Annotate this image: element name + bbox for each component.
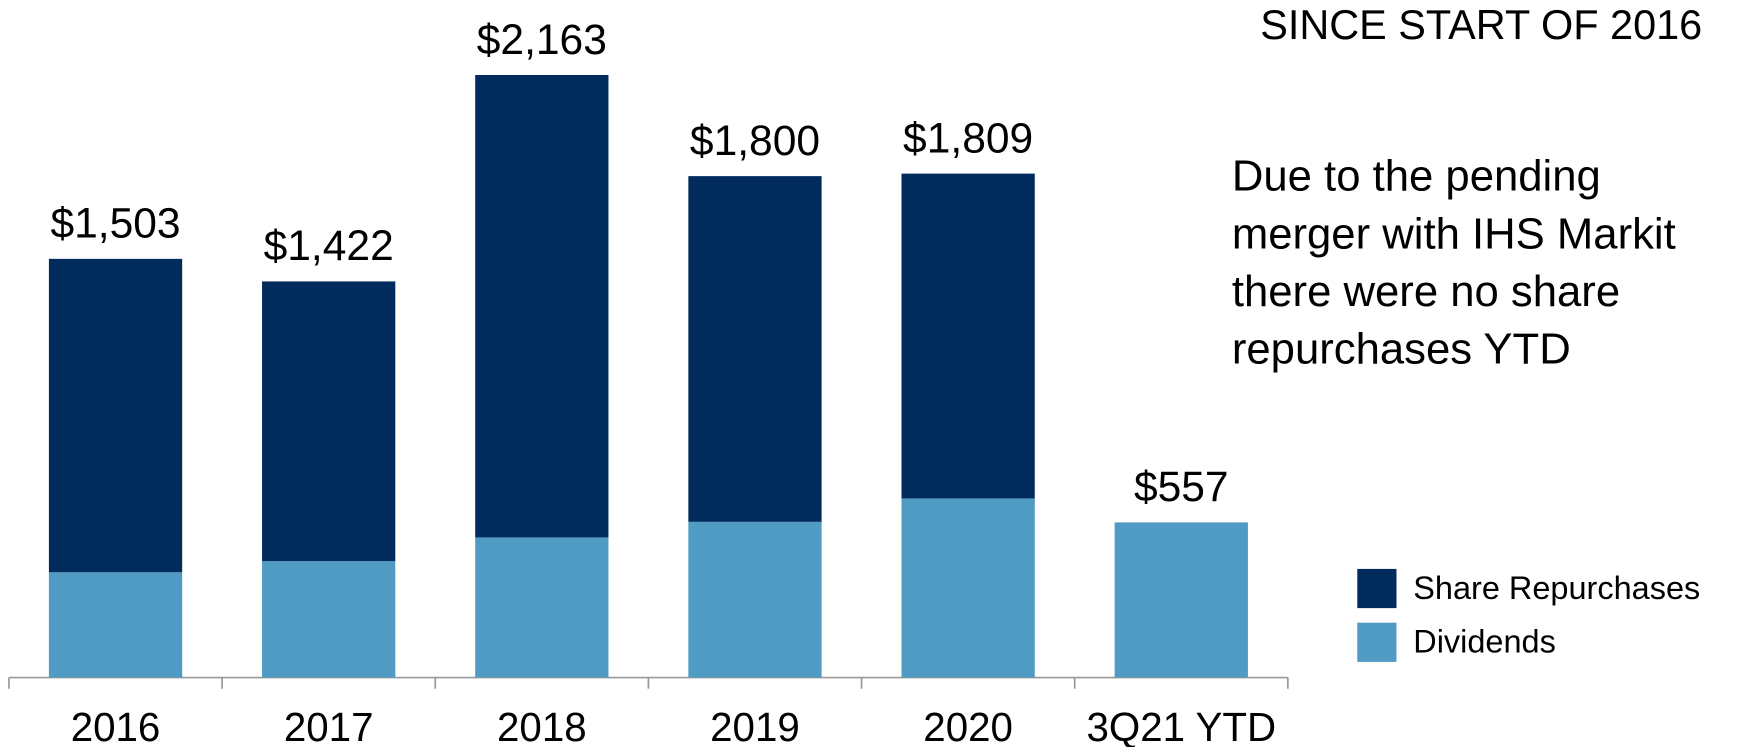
total-label: $1,809 xyxy=(903,114,1033,162)
legend-swatch xyxy=(1357,622,1397,662)
total-label: $557 xyxy=(1134,463,1229,511)
bar-segment xyxy=(688,521,822,678)
annotation: there were no share xyxy=(1232,267,1620,316)
bar-segment xyxy=(475,75,609,538)
bar-segment xyxy=(901,173,1035,499)
chart-title: SINCE START OF 2016 xyxy=(1260,1,1702,48)
bar-segment xyxy=(688,176,822,522)
x-tick-label: 2018 xyxy=(497,705,587,747)
bar-segment xyxy=(1114,522,1248,678)
x-tick-label: 2016 xyxy=(71,705,161,747)
bar-segment xyxy=(901,498,1035,678)
bar-segment xyxy=(48,572,183,678)
total-label: $1,503 xyxy=(50,200,180,248)
legend-label: Dividends xyxy=(1413,624,1556,660)
total-label: $1,422 xyxy=(264,222,394,270)
legend-label: Share Repurchases xyxy=(1413,570,1700,606)
bar-segment xyxy=(262,561,396,678)
total-label: $1,800 xyxy=(690,117,820,165)
x-tick-label: 2017 xyxy=(284,705,374,747)
annotation: repurchases YTD xyxy=(1232,325,1571,374)
bar-segment xyxy=(48,258,183,573)
x-tick-label: 2019 xyxy=(710,705,800,747)
annotation: merger with IHS Markit xyxy=(1232,209,1676,258)
bar-segment xyxy=(475,537,609,678)
legend-swatch xyxy=(1357,568,1397,609)
x-tick-label: 2020 xyxy=(923,705,1013,747)
bar-segment xyxy=(262,281,396,562)
total-label: $2,163 xyxy=(477,16,607,64)
annotation: Due to the pending xyxy=(1232,152,1601,201)
x-tick-label: 3Q21 YTD xyxy=(1086,705,1276,747)
